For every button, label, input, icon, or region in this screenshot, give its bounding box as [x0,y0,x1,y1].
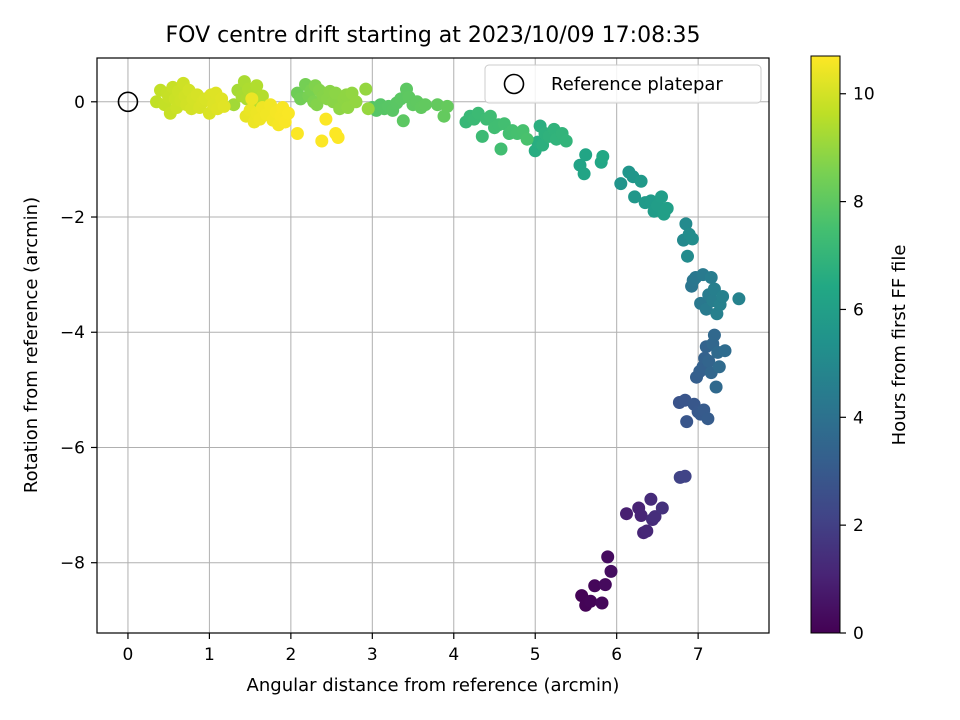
x-tick-label: 4 [448,645,459,665]
x-tick-label: 3 [367,645,378,665]
data-point [680,415,694,429]
colorbar-tick-label: 0 [853,624,864,644]
data-point [475,129,489,143]
data-point [640,524,654,538]
data-point [440,99,454,113]
legend: Reference platepar [484,64,762,104]
data-point [704,271,718,284]
x-ticks: 0 1 2 3 4 5 6 7 [123,633,704,665]
y-tick-label: −8 [60,554,85,574]
data-point [315,134,329,148]
data-point [359,82,373,96]
data-point [598,578,612,592]
legend-marker [503,73,525,95]
data-point [483,109,497,123]
data-point [628,190,642,204]
x-tick-label: 2 [285,645,296,665]
chart-title: FOV centre drift starting at 2023/10/09 … [166,23,701,48]
data-point [660,201,674,215]
data-point [361,102,375,116]
colorbar-ticks: 0 2 4 6 8 10 [840,85,875,644]
data-point [255,89,269,103]
colorbar-tick-label: 6 [853,300,864,320]
data-point [396,114,410,128]
y-axis-label: Rotation from reference (arcmin) [21,197,42,493]
data-point [716,290,730,303]
data-point [319,112,333,126]
data-point [588,579,602,593]
reference-marker [117,91,139,113]
data-point [596,150,610,163]
colorbar-tick-label: 2 [853,516,864,536]
data-point [595,596,609,610]
data-point [494,142,508,156]
data-point [712,360,726,374]
data-point [431,98,444,112]
data-point [701,412,715,426]
data-point [620,507,633,521]
data-point [559,134,573,148]
data-point [644,492,658,506]
x-tick-label: 5 [530,645,541,665]
x-axis-label: Angular distance from reference (arcmin) [247,675,620,696]
data-point [707,282,721,296]
data-point [614,177,628,191]
x-tick-label: 1 [204,645,215,665]
legend-label: Reference platepar [551,74,723,95]
data-point [732,292,746,306]
data-point [707,328,721,342]
data-point [349,95,363,109]
data-point [679,217,693,231]
data-point [678,469,692,483]
data-point [648,510,662,524]
data-point [709,380,723,394]
data-point [281,106,295,120]
colorbar-label: Hours from first FF file [889,245,910,446]
data-point [702,354,716,368]
data-point [331,131,345,144]
data-point [577,167,591,181]
plot-frame [96,57,770,634]
y-ticks: 0 −2 −4 −6 −8 [60,93,97,574]
data-point [655,190,668,204]
y-tick-label: −6 [60,438,85,458]
data-point [634,509,648,522]
colorbar-tick-label: 4 [853,408,864,428]
data-point [579,148,593,162]
data-point [245,92,259,106]
y-tick-label: −4 [60,323,85,343]
data-point [655,501,669,515]
colorbar-tick-label: 8 [853,193,864,213]
data-point [227,98,241,112]
x-tick-label: 7 [693,645,704,665]
data-point [604,564,618,578]
data-point [290,127,304,140]
data-point [437,109,451,123]
x-tick-label: 0 [123,645,134,665]
grid [97,58,769,633]
data-point [217,99,231,113]
x-tick-label: 6 [611,645,622,665]
y-tick-label: 0 [74,93,85,113]
data-point [418,98,432,112]
data-point [250,79,264,93]
data-point [681,249,694,263]
data-point [520,132,534,146]
colorbar-tick-label: 10 [853,85,875,105]
data-point [634,174,648,188]
data-point [601,550,615,564]
y-tick-label: −2 [60,208,85,228]
data-point [718,344,732,358]
legend-box [484,64,762,104]
data-point [685,232,699,246]
colorbar: 0 2 4 6 8 10 Hours from first FF file [810,55,910,644]
data-points [150,75,746,612]
data-point [584,594,598,608]
colorbar-gradient [810,55,841,634]
